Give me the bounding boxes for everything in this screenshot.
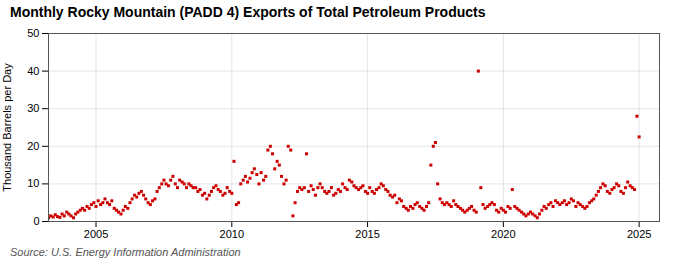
- html-text:Monthly Rocky Mountain (PADD 4: Monthly Rocky Mountain (PADD 4) Exports …: [10, 4, 486, 20]
- svg-text:10: 10: [27, 177, 39, 189]
- svg-text:2020: 2020: [491, 228, 515, 240]
- svg-text:2025: 2025: [627, 228, 651, 240]
- svg-text:0: 0: [33, 215, 39, 227]
- html-text:Source: U.S. Energy Informatio: Source: U.S. Energy Information Administ…: [10, 245, 241, 258]
- svg-text:Thousand Barrels per Day: Thousand Barrels per Day: [1, 63, 13, 192]
- svg-text:2015: 2015: [355, 228, 379, 240]
- svg-text:2010: 2010: [220, 228, 244, 240]
- svg-text:2005: 2005: [84, 228, 108, 240]
- svg-text:40: 40: [27, 64, 39, 76]
- svg-text:50: 50: [27, 27, 39, 39]
- svg-text:20: 20: [27, 140, 39, 152]
- svg-text:30: 30: [27, 102, 39, 114]
